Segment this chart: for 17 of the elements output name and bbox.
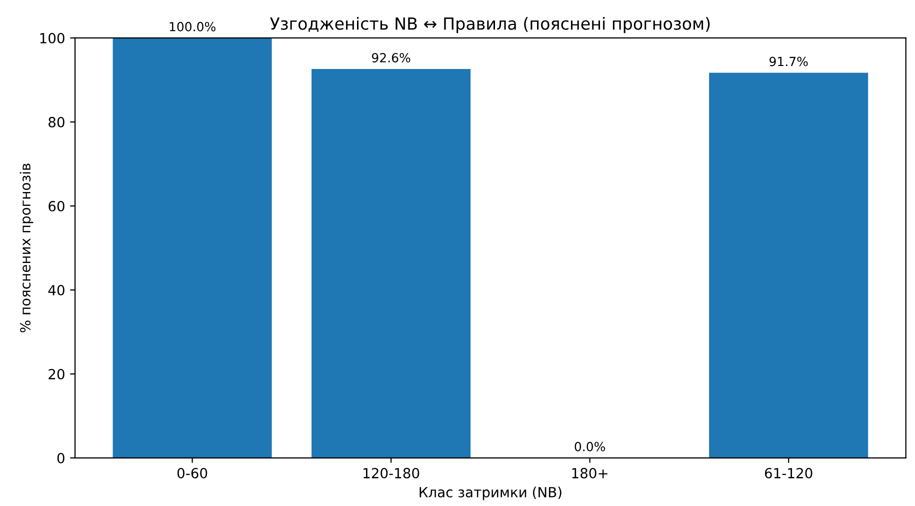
x-axis-title: Клас затримки (NB) (420, 486, 562, 500)
x-tick-label: 120-180 (364, 468, 420, 478)
y-tick-label: 80 (48, 116, 64, 128)
data-label: 0.0% (574, 442, 606, 452)
chart-title: Узгодженість NB ↔ Правила (пояснені прогнозом) (270, 16, 710, 34)
data-label: 91.7% (770, 56, 808, 66)
data-label: 100.0% (170, 22, 216, 32)
y-tick-label: 0 (57, 452, 64, 464)
y-tick-label: 60 (48, 200, 64, 212)
y-axis-title: % пояснених прогнозів (20, 164, 34, 332)
data-label: 92.6% (372, 52, 410, 62)
x-tick-label: 180+ (572, 468, 608, 478)
x-tick-label: 61-120 (764, 468, 812, 478)
y-tick-label: 100 (40, 32, 64, 44)
x-tick-label: 0-60 (177, 468, 208, 478)
y-tick-label: 20 (48, 368, 64, 380)
y-tick-label: 40 (48, 284, 64, 296)
